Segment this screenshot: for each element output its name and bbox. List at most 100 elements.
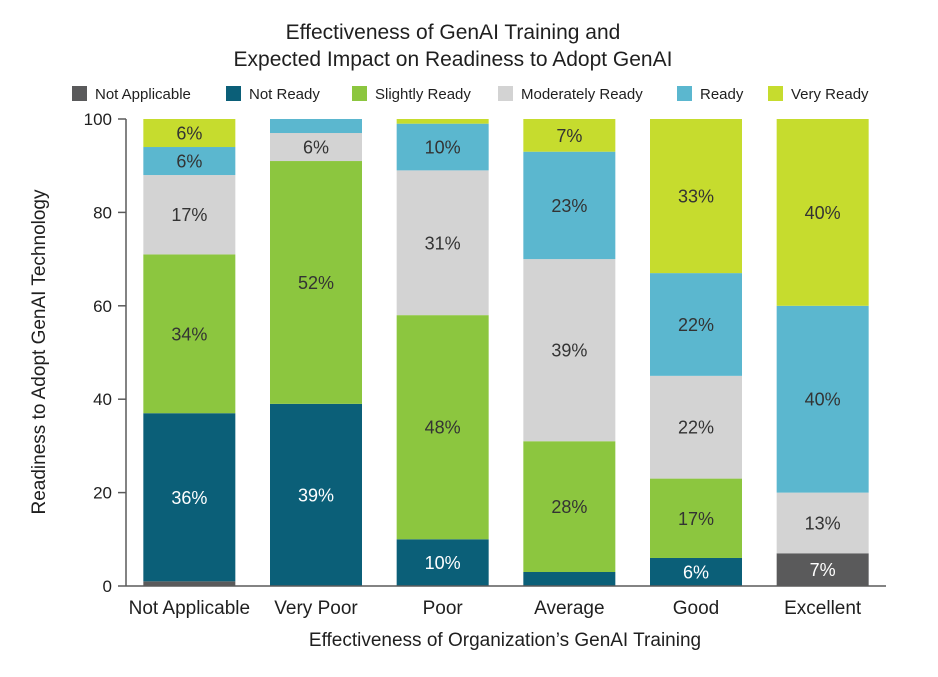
legend-swatch [677,86,692,101]
data-label: 40% [805,203,841,223]
bar-segment-moderately-ready [143,175,236,255]
y-tick-label: 80 [93,203,112,222]
bar-segment-ready [650,273,742,376]
x-tick-label: Poor [423,598,464,619]
bar-segment-not-ready [523,571,616,586]
legend-item-slightly-ready: Slightly Ready [352,86,471,103]
legend-item-not-ready: Not Ready [226,86,320,103]
legend-item-very-ready: Very Ready [768,86,869,103]
data-label: 52% [298,273,334,293]
x-axis: Not Applicable Very Poor Poor Average Good Ex… [126,585,886,619]
bar-segment-not-ready [270,403,362,586]
legend-swatch [498,86,513,101]
bars-group: 36%34%17%6%6%39%52%6%10%48%31%10%28%39%2… [143,119,869,586]
bar-segment-moderately-ready [270,133,362,162]
y-tick-label: 0 [103,577,112,596]
data-label: 7% [556,126,582,146]
data-label: 22% [678,418,714,438]
bar-stack-good: 6% 17% 22% 22% 33% [650,119,742,586]
bar-segment-not-ready [650,557,742,586]
bar-segment-slightly-ready [396,315,489,540]
data-label: 48% [425,418,461,438]
data-label: 10% [425,553,461,573]
legend: Not Applicable Not Ready Slightly Ready Mod… [72,86,869,103]
legend-label: Very Ready [791,86,869,103]
legend-swatch [226,86,241,101]
legend-swatch [768,86,783,101]
bar-stack-excellent: 7% 13% 40% 40% [776,119,869,586]
data-label: 7% [810,560,836,580]
bar-segment-moderately-ready [650,375,742,479]
x-tick-label: Very Poor [274,598,358,619]
bar-segment-not-applicable [776,553,869,586]
chart-title-line-1: Effectiveness of GenAI Training and [286,21,621,44]
y-tick-label: 60 [93,297,112,316]
bar-stack-poor: 10% 48% 31% 10% [396,119,489,586]
bar-stack-average: 28% 39% 23% 7% [523,119,616,586]
data-label: 6% [683,562,709,582]
bar-segment-not-applicable [143,581,236,586]
data-label: 36% [171,488,207,508]
bar-segment-ready [396,123,489,171]
legend-item-ready: Ready [677,86,744,103]
y-tick-label: 100 [84,110,112,129]
bar-segment-very-ready [523,119,616,152]
data-label: 33% [678,187,714,207]
bar-segment-very-ready [776,119,869,306]
x-tick-label: Not Applicable [129,598,250,619]
legend-label: Ready [700,86,744,103]
bar-segment-very-ready [143,119,236,148]
legend-swatch [72,86,87,101]
y-tick-label: 20 [93,484,112,503]
bar-segment-ready [776,305,869,493]
bar-segment-ready [143,147,236,176]
x-tick-label: Good [673,598,719,619]
bar-segment-moderately-ready [776,492,869,554]
legend-label: Moderately Ready [521,86,643,103]
data-label: 40% [805,390,841,410]
x-tick-label: Average [534,598,604,619]
bar-segment-ready [270,119,362,134]
bar-segment-moderately-ready [523,259,616,442]
data-label: 6% [176,152,202,172]
legend-item-moderately-ready: Moderately Ready [498,86,643,103]
legend-swatch [352,86,367,101]
data-label: 39% [298,485,334,505]
bar-segment-slightly-ready [523,441,616,572]
data-label: 17% [678,509,714,529]
data-label: 22% [678,315,714,335]
data-label: 17% [171,205,207,225]
bar-segment-slightly-ready [143,254,236,414]
bar-segment-not-ready [396,539,489,586]
data-label: 39% [551,341,587,361]
x-axis-title: Effectiveness of Organization’s GenAI Tr… [309,630,701,651]
bar-segment-very-ready [396,119,489,124]
y-axis-title: Readiness to Adopt GenAI Technology [29,189,50,514]
data-label: 31% [425,233,461,253]
chart-title-line-2: Expected Impact on Readiness to Adopt Ge… [234,48,673,71]
y-tick-label: 40 [93,390,112,409]
y-axis: 0 20 40 60 80 100 [84,110,127,596]
x-tick-label: Excellent [784,598,862,619]
legend-label: Slightly Ready [375,86,471,103]
data-label: 10% [425,138,461,158]
data-label: 6% [176,124,202,144]
bar-stack-not-applicable: 36% 34% 17% 6% 6% [143,119,236,586]
data-label: 6% [303,138,329,158]
bar-segment-moderately-ready [396,170,489,316]
legend-label: Not Ready [249,86,320,103]
bar-stack-very-poor: 39% 52% 6% [270,119,362,586]
data-label: 23% [551,196,587,216]
data-label: 28% [551,497,587,517]
bar-segment-very-ready [650,119,742,274]
data-label: 34% [171,324,207,344]
legend-item-not-applicable: Not Applicable [72,86,191,103]
data-label: 13% [805,513,841,533]
legend-label: Not Applicable [95,86,191,103]
bar-segment-ready [523,151,616,260]
bar-segment-slightly-ready [270,161,362,404]
bar-segment-slightly-ready [650,478,742,558]
bar-segment-not-ready [143,413,236,582]
